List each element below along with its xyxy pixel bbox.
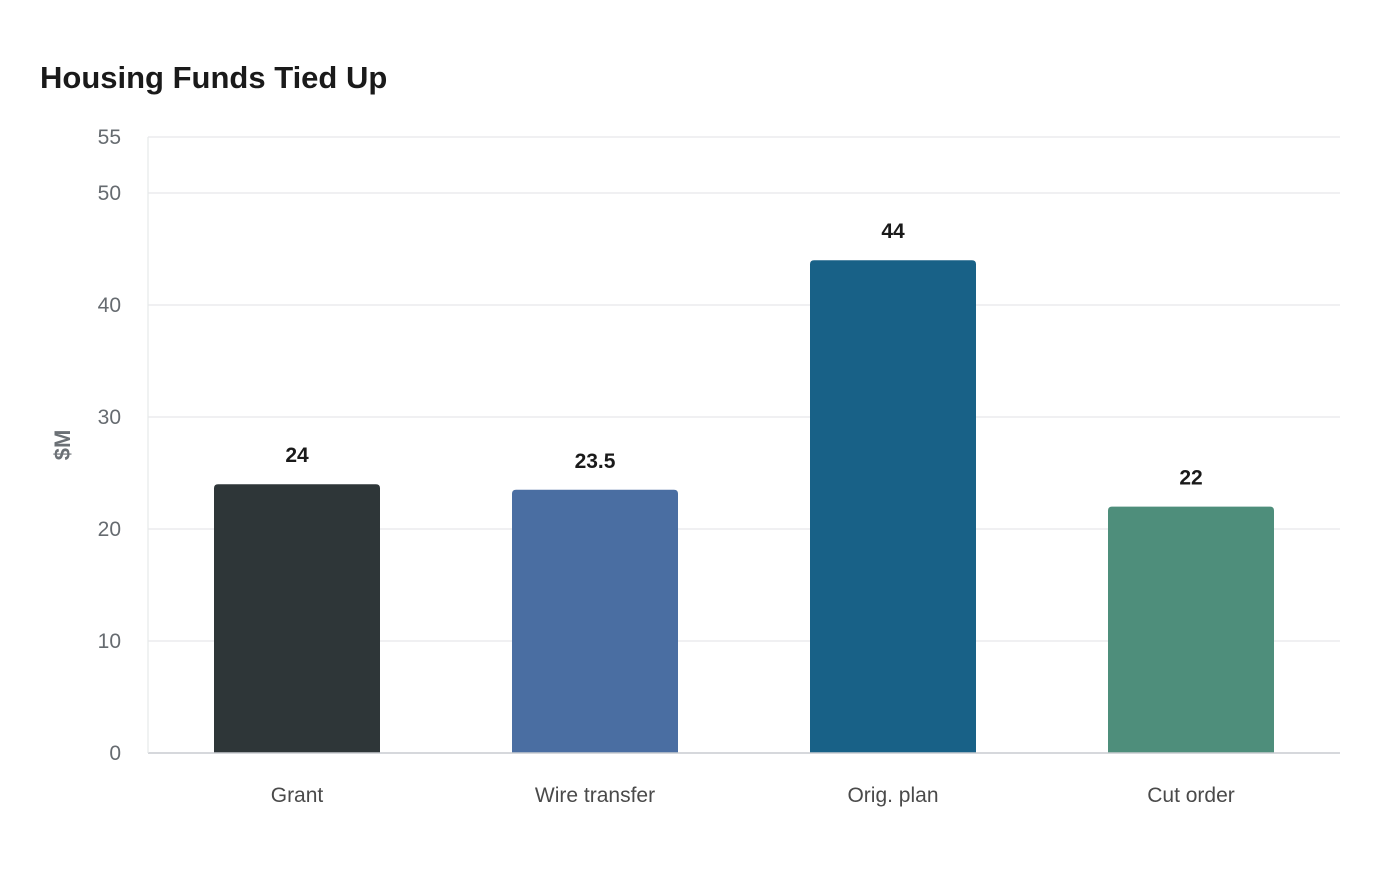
axes: $M [50, 137, 1340, 754]
y-axis-title: $M [50, 430, 75, 461]
bars [214, 260, 1274, 753]
y-tick-label: 30 [98, 406, 121, 429]
bar-wire-transfer [512, 489, 678, 753]
labels: 0 10 20 30 40 50 55 24 Grant 23.5 Wire transfer 44 O… [98, 126, 1235, 807]
x-category-label: Orig. plan [847, 784, 938, 807]
y-tick-label: 10 [98, 630, 121, 653]
x-category-label: Grant [271, 784, 324, 807]
y-tick-label: 50 [98, 182, 121, 205]
chart-title: Housing Funds Tied Up [40, 60, 388, 95]
x-category-label: Wire transfer [535, 784, 655, 807]
bar-orig-plan [810, 260, 976, 753]
bar-value-label: 24 [285, 444, 309, 467]
y-tick-label: 0 [109, 742, 121, 765]
x-category-label: Cut order [1147, 784, 1235, 807]
bar-value-label: 23.5 [575, 450, 616, 473]
y-tick-label: 20 [98, 518, 121, 541]
y-tick-label: 55 [98, 126, 121, 149]
bar-cut-order [1108, 506, 1274, 753]
bar-grant [214, 484, 380, 753]
bar-value-label: 22 [1179, 467, 1202, 490]
y-tick-label: 40 [98, 294, 121, 317]
bar-value-label: 44 [881, 220, 905, 243]
